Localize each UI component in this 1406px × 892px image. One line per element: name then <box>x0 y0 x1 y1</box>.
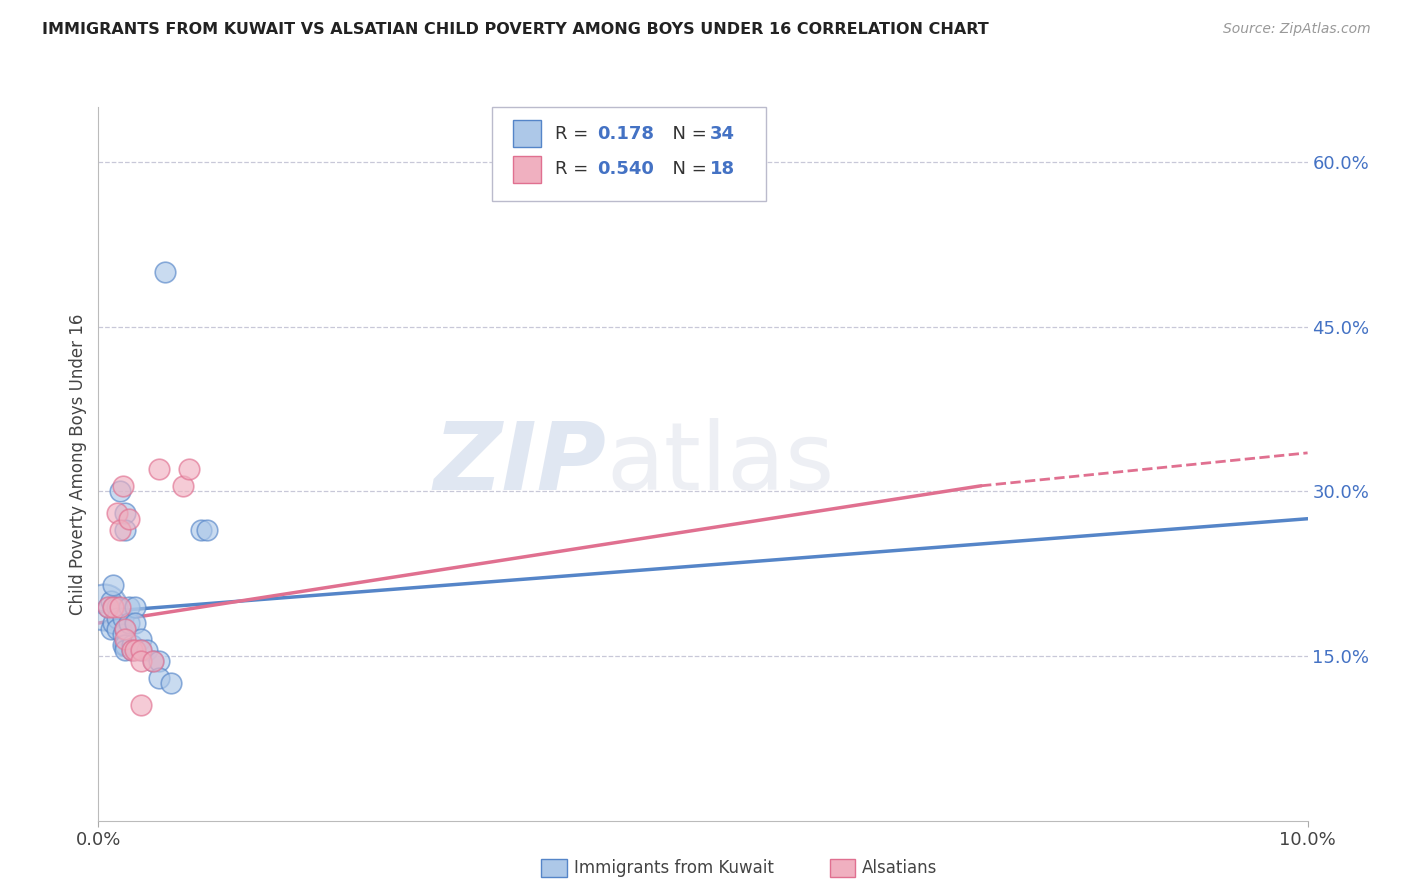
Point <box>118 599 141 614</box>
Point <box>105 506 128 520</box>
Point <box>114 643 136 657</box>
Text: R =: R = <box>555 125 595 143</box>
Point <box>111 627 134 641</box>
Text: atlas: atlas <box>606 417 835 510</box>
Text: 18: 18 <box>710 161 735 178</box>
Point <box>153 265 176 279</box>
Text: N =: N = <box>661 125 713 143</box>
Point <box>118 615 141 630</box>
Point <box>105 610 128 624</box>
Point <box>93 599 115 614</box>
Point <box>179 462 201 476</box>
Point <box>142 655 165 669</box>
Point <box>124 599 146 614</box>
Point <box>118 512 141 526</box>
Point <box>195 523 218 537</box>
Text: 0.540: 0.540 <box>598 161 654 178</box>
Text: IMMIGRANTS FROM KUWAIT VS ALSATIAN CHILD POVERTY AMONG BOYS UNDER 16 CORRELATION: IMMIGRANTS FROM KUWAIT VS ALSATIAN CHILD… <box>42 22 988 37</box>
Point <box>114 638 136 652</box>
Text: Source: ZipAtlas.com: Source: ZipAtlas.com <box>1223 22 1371 37</box>
Point <box>111 610 134 624</box>
Point <box>172 479 194 493</box>
Point <box>148 462 170 476</box>
Point <box>100 594 122 608</box>
Point <box>129 643 152 657</box>
Text: N =: N = <box>661 161 713 178</box>
Point <box>101 599 124 614</box>
Point <box>97 599 120 614</box>
Y-axis label: Child Poverty Among Boys Under 16: Child Poverty Among Boys Under 16 <box>69 313 87 615</box>
Point <box>101 615 124 630</box>
Point <box>114 632 136 647</box>
Point <box>124 615 146 630</box>
Point <box>148 671 170 685</box>
Point <box>105 622 128 636</box>
Point <box>121 643 143 657</box>
Point <box>108 599 131 614</box>
Point <box>129 698 152 713</box>
Text: R =: R = <box>555 161 595 178</box>
Point <box>124 643 146 657</box>
Point <box>105 599 128 614</box>
Point <box>160 676 183 690</box>
Text: Alsatians: Alsatians <box>862 859 938 877</box>
Point <box>108 484 131 499</box>
Point <box>190 523 212 537</box>
Text: Immigrants from Kuwait: Immigrants from Kuwait <box>574 859 773 877</box>
Text: ZIP: ZIP <box>433 417 606 510</box>
Point <box>148 655 170 669</box>
Point <box>100 622 122 636</box>
Point <box>97 599 120 614</box>
Point <box>101 577 124 591</box>
Point <box>142 655 165 669</box>
Point <box>114 506 136 520</box>
Point <box>129 655 152 669</box>
Point <box>135 643 157 657</box>
Point <box>111 638 134 652</box>
Point <box>121 643 143 657</box>
Point <box>114 622 136 636</box>
Text: 34: 34 <box>710 125 735 143</box>
Point <box>108 523 131 537</box>
Point <box>114 523 136 537</box>
Text: 0.178: 0.178 <box>598 125 655 143</box>
Point <box>111 479 134 493</box>
Point <box>114 622 136 636</box>
Point <box>129 632 152 647</box>
Point <box>101 599 124 614</box>
Point <box>129 643 152 657</box>
Point <box>121 638 143 652</box>
